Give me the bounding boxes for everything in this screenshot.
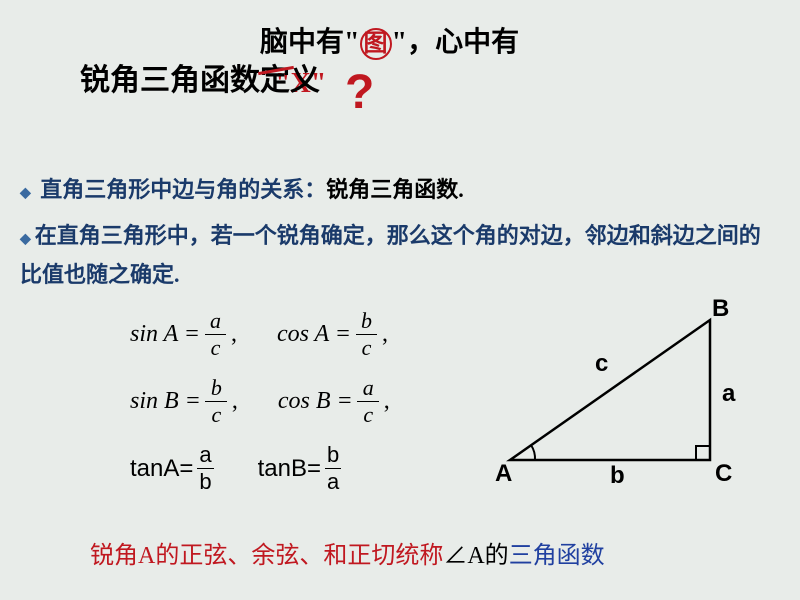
label-c: c <box>595 350 608 378</box>
hand-post: "，心中有 <box>392 27 520 58</box>
title-post: 义 <box>290 64 320 97</box>
hand-pre: 脑中有" <box>260 27 360 58</box>
bullet-1: 直角三角形中边与角的关系：锐角三角函数. <box>20 170 780 210</box>
title-pre: 锐角三角函数 <box>80 64 260 97</box>
bullet1-black: 锐角三角函数. <box>326 177 464 202</box>
row-sinB-cosB: sin B = bc , cos B = ac , <box>130 377 430 426</box>
bottom-summary: 锐角A的正弦、余弦、和正切统称∠A的三角函数 <box>90 535 605 570</box>
bottom-blue: 三角函数 <box>509 543 605 569</box>
tanA: tanA= ab <box>130 444 218 493</box>
main-title: 锐角三角函数定义 <box>80 55 320 99</box>
title-strike: 定 <box>260 55 290 99</box>
label-b: b <box>610 462 625 490</box>
sinA: sin A = ac , <box>130 310 237 359</box>
bullet-2: 在直角三角形中，若一个锐角确定，那么这个角的对边，邻边和斜边之间的比值也随之确定… <box>20 216 780 295</box>
question-mark: ? <box>345 65 374 120</box>
formula-block: sin A = ac , cos A = bc , sin B = bc , c… <box>130 310 430 511</box>
bottom-red: 锐角A的正弦、余弦、和正切统称 <box>90 543 443 569</box>
label-B: B <box>712 295 729 323</box>
cosA: cos A = bc , <box>277 310 388 359</box>
row-sinA-cosA: sin A = ac , cos A = bc , <box>130 310 430 359</box>
bullets: 直角三角形中边与角的关系：锐角三角函数. 在直角三角形中，若一个锐角确定，那么这… <box>0 170 800 295</box>
header: 脑中有"图"，心中有 "X" 锐角三角函数定义 ? <box>0 0 800 120</box>
tanB: tanB= ba <box>258 444 346 493</box>
row-tan: tanA= ab tanB= ba <box>130 444 430 493</box>
cosB: cos B = ac , <box>278 377 390 426</box>
bullet1-blue: 直角三角形中边与角的关系： <box>40 177 326 202</box>
sinB: sin B = bc , <box>130 377 238 426</box>
circled-char: 图 <box>360 28 392 60</box>
label-a: a <box>722 380 735 408</box>
bottom-black: ∠A的 <box>443 543 508 569</box>
label-A: A <box>495 460 512 488</box>
triangle-diagram: B A C c a b <box>490 300 750 490</box>
handwritten-note: 脑中有"图"，心中有 "X" <box>260 20 519 60</box>
label-C: C <box>715 460 732 488</box>
